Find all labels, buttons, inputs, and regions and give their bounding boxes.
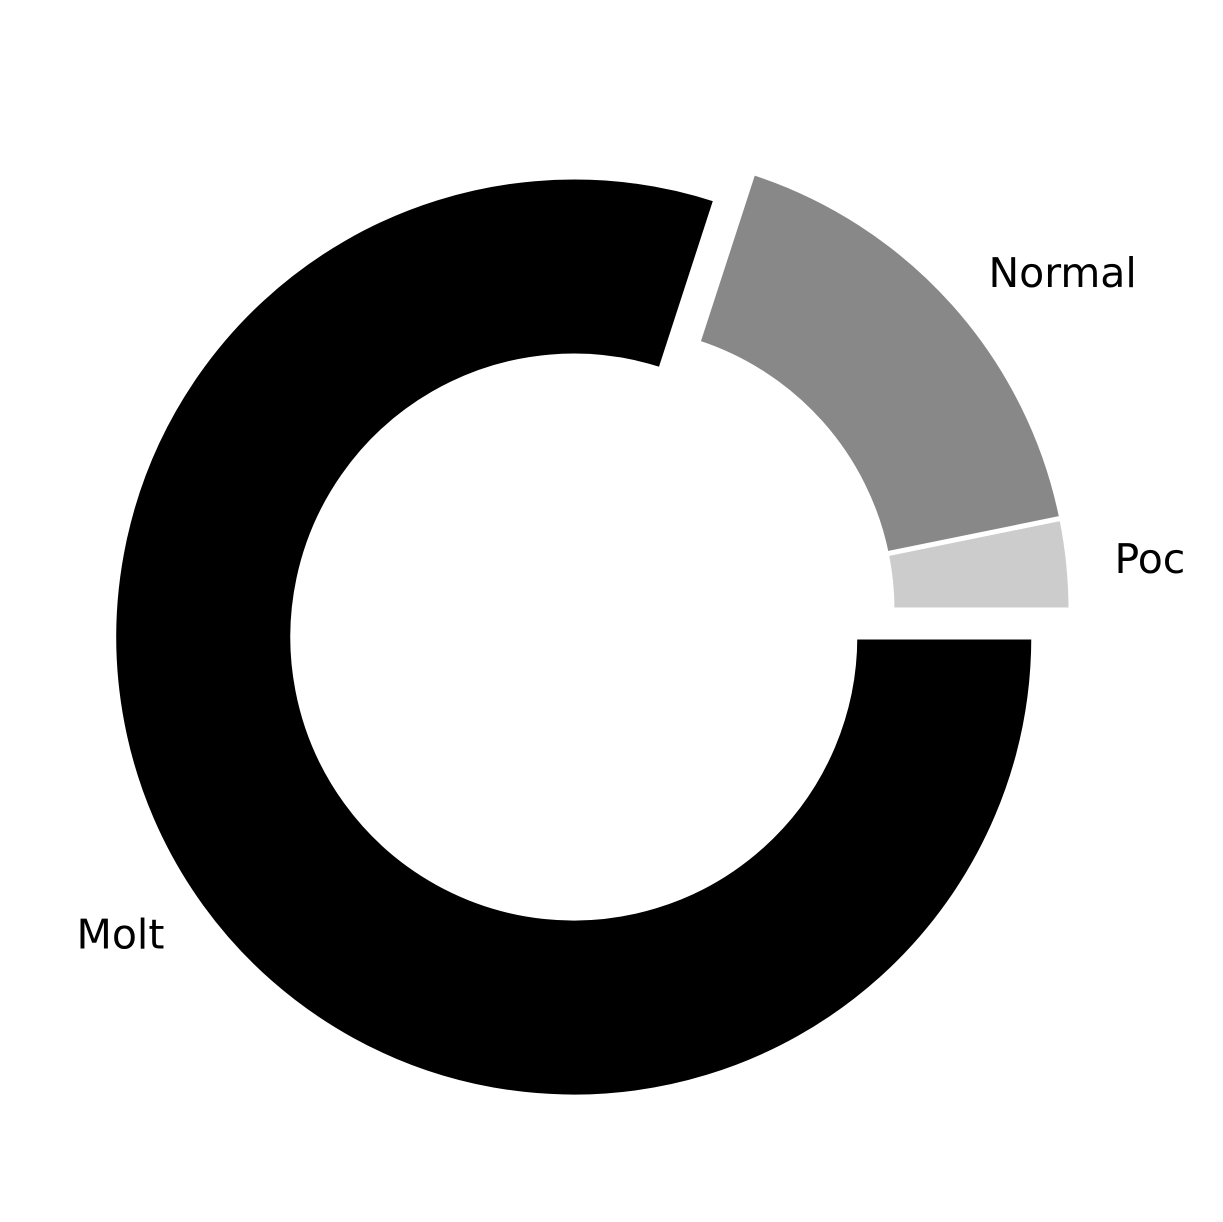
slices-group	[111, 169, 1074, 1100]
pie-slice-molt	[111, 174, 1037, 1100]
slice-label-normal: Normal	[988, 249, 1136, 297]
slice-label-poc: Poc	[1114, 535, 1185, 583]
labels-group: Poc Normal Molt	[76, 249, 1185, 958]
pie-slice-normal	[694, 169, 1065, 557]
slice-label-molt: Molt	[76, 910, 164, 958]
